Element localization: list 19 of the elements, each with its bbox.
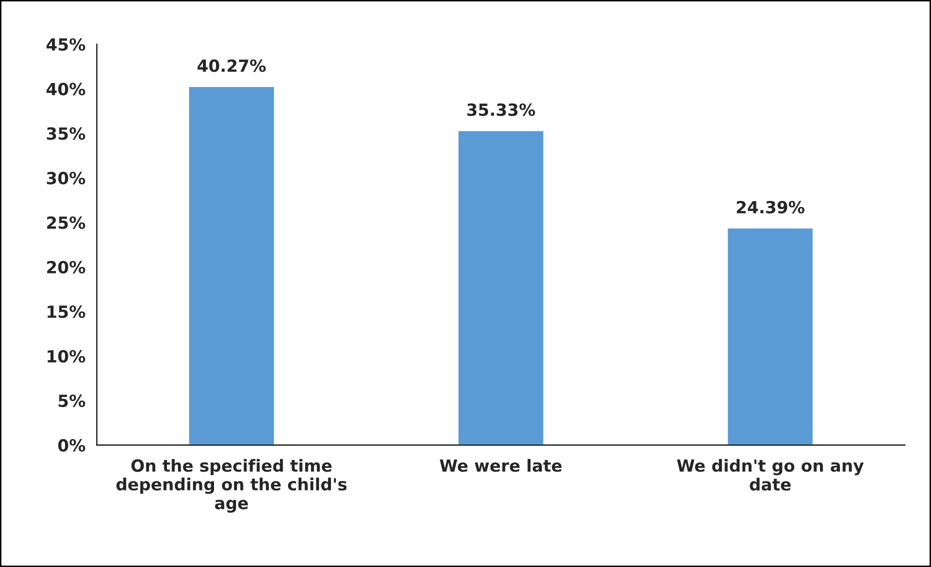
y-tick-label: 15% [48, 305, 86, 318]
y-tick-label: 10% [48, 350, 86, 363]
x-tick-label: We didn't go on any date [677, 458, 864, 491]
y-tick-label: 5% [58, 394, 86, 408]
bar [188, 86, 276, 446]
bar [726, 227, 814, 446]
y-tick-label: 40% [46, 82, 86, 96]
y-tick-label: 35% [46, 127, 86, 140]
y-tick-label: 0% [58, 439, 86, 452]
y-tick-label: 20% [47, 260, 86, 274]
data-label: 24.39% [736, 200, 804, 214]
bar [457, 130, 545, 446]
y-tick-label: 25% [47, 216, 86, 229]
x-tick-label: We were late [440, 458, 562, 472]
y-tick-label: 45% [46, 38, 86, 51]
data-label: 40.27% [198, 59, 266, 72]
y-tick-label: 30% [46, 172, 86, 184]
data-label: 35.33% [467, 103, 536, 116]
x-tick-label: On the specified time depending on the child's age [116, 458, 347, 513]
